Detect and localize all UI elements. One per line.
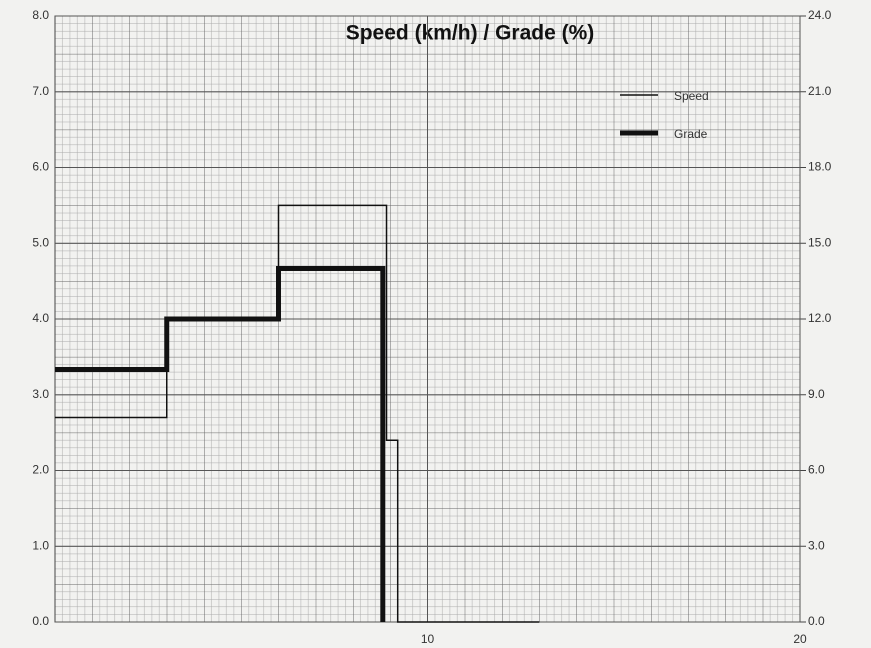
series-line bbox=[55, 266, 386, 622]
y2-tick-label: 18.0 bbox=[808, 160, 832, 174]
legend-label: Speed bbox=[674, 89, 709, 103]
y-tick-label: 0.0 bbox=[32, 614, 49, 628]
y2-tick-label: 15.0 bbox=[808, 235, 832, 249]
y-tick-label: 8.0 bbox=[32, 8, 49, 22]
y-tick-label: 6.0 bbox=[32, 160, 49, 174]
y2-tick-label: 9.0 bbox=[808, 387, 825, 401]
y2-tick-label: 12.0 bbox=[808, 311, 832, 325]
y-tick-label: 2.0 bbox=[32, 463, 49, 477]
legend-label: Grade bbox=[674, 127, 708, 141]
chart-title: Speed (km/h) / Grade (%) bbox=[346, 22, 595, 45]
y2-tick-label: 0.0 bbox=[808, 614, 825, 628]
y-tick-label: 5.0 bbox=[32, 235, 49, 249]
y2-tick-label: 21.0 bbox=[808, 84, 832, 98]
y2-tick-label: 24.0 bbox=[808, 8, 832, 22]
y2-tick-label: 6.0 bbox=[808, 463, 825, 477]
y-tick-label: 7.0 bbox=[32, 84, 49, 98]
x-tick-label: 10 bbox=[421, 632, 435, 646]
y2-tick-label: 3.0 bbox=[808, 538, 825, 552]
y-tick-label: 3.0 bbox=[32, 387, 49, 401]
x-tick-label: 20 bbox=[793, 632, 807, 646]
y-tick-label: 4.0 bbox=[32, 311, 49, 325]
y-tick-label: 1.0 bbox=[32, 538, 49, 552]
